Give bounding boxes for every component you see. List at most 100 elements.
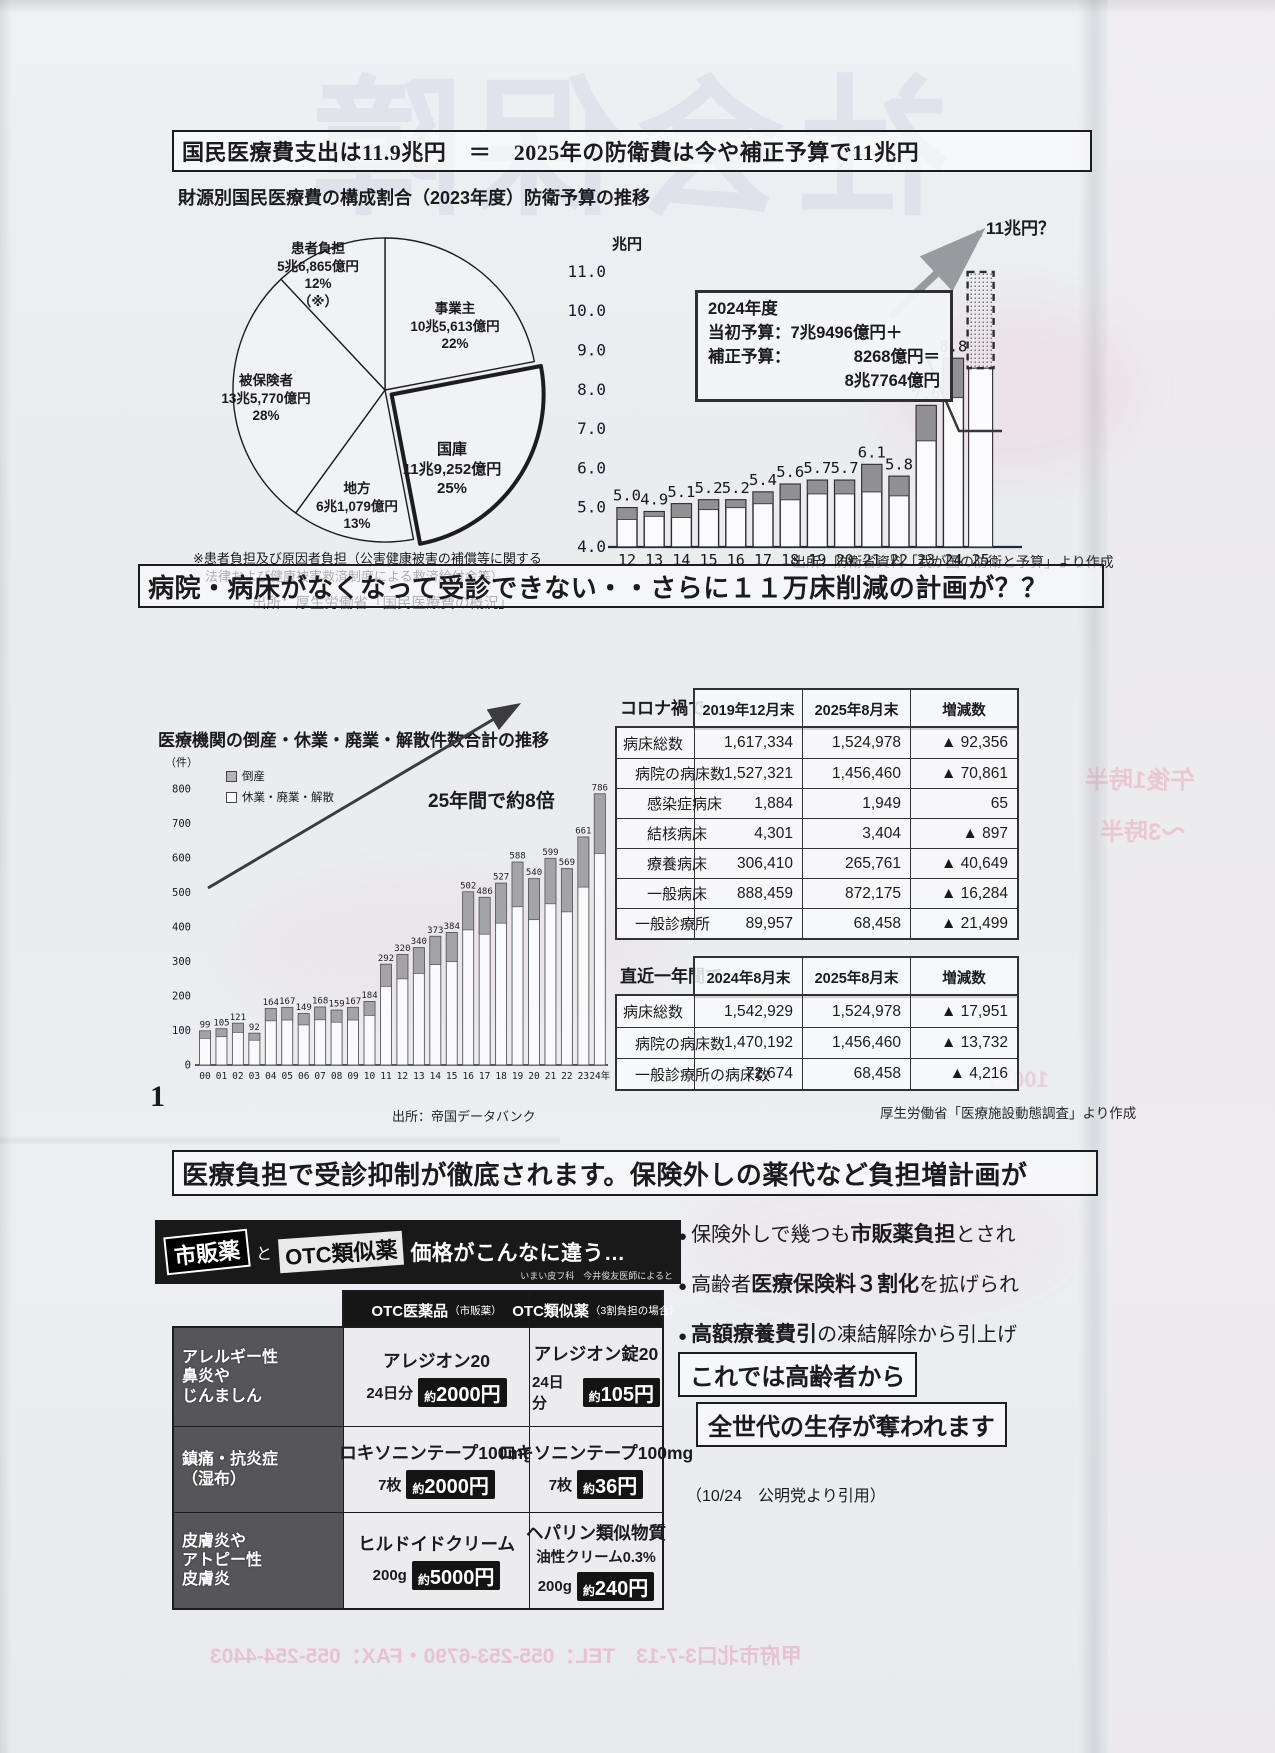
- bullet-icon: ●: [678, 1328, 688, 1345]
- table-cell: 888,459: [695, 878, 803, 908]
- y-tick-label: 10.0: [567, 301, 606, 320]
- x-tick-label: 09: [347, 1071, 359, 1082]
- otc-col1-title: OTC医薬品: [371, 1302, 449, 1320]
- otc-category-label: アレルギー性 鼻炎や じんましん: [174, 1328, 344, 1426]
- banner-conjunction: と: [256, 1246, 273, 1263]
- bankruptcy-legend: 倒産 休業・廃業・解散: [226, 768, 334, 810]
- headline-bed-reduction: 病院・病床がなくなって受診できない・・さらに１１万床削減の計画が？？: [138, 564, 1104, 608]
- y-tick-label: 7.0: [577, 419, 606, 438]
- bankruptcy-bar-tousan: [347, 1007, 359, 1021]
- projection-bar-lower: [968, 367, 994, 548]
- bullet-hokenryo: ● 高齢者医療保険料３割化を拡げられ: [678, 1268, 1019, 1298]
- scan-edge-shadow-top: [0, 0, 1275, 14]
- pie-slice-label: 国庫 11兆9,252億円 25%: [402, 441, 502, 497]
- y-tick-label: 6.0: [577, 458, 606, 477]
- x-tick-label: 17: [479, 1071, 490, 1082]
- table-cell: 1,527,321: [695, 758, 803, 788]
- defense-bar: [643, 510, 665, 548]
- bankruptcy-bar-tousan: [495, 882, 507, 924]
- paper-crease: [0, 1136, 560, 1145]
- bankruptcy-chart-unit: （件）: [165, 757, 198, 769]
- x-tick-label: 11: [380, 1071, 392, 1082]
- bullet-kogaku: ● 高額療養費引の凍結解除から引上げ: [678, 1318, 1017, 1348]
- defense-bar-supplement: [888, 475, 910, 497]
- row-label: 一般診療所: [617, 908, 710, 938]
- row-label: 一般病床: [617, 878, 707, 908]
- bullet-icon: ●: [678, 1228, 688, 1245]
- y-tick-label: 400: [172, 922, 191, 934]
- defense-bar-value: 5.0: [613, 487, 641, 505]
- row-label: 感染症病床: [617, 788, 722, 818]
- otc-price-cell: ロキソニンテープ100mg 7枚 約36円: [499, 1426, 693, 1512]
- defense-bar-supplement: [698, 499, 720, 511]
- bullet-text: 保険外しで幾つも市販薬負担とされ: [691, 1223, 1016, 1246]
- table-cell: ▲ 16,284: [911, 878, 1017, 908]
- y-tick-label: 9.0: [577, 341, 606, 360]
- y-tick-label: 11.0: [567, 262, 606, 281]
- defense-bar-value: 4.9: [640, 491, 668, 509]
- bankruptcy-bar-tousan: [561, 868, 573, 913]
- table-cell: 1,524,978: [803, 728, 911, 758]
- bankruptcy-annotation: 25年間で約8倍: [428, 791, 555, 812]
- column-header: 増減数: [942, 970, 986, 987]
- bankruptcy-bar-tousan: [281, 1007, 294, 1021]
- defense-bar-value: 5.8: [885, 455, 913, 473]
- pie-slice-1: [389, 364, 546, 546]
- table-cell: 68,458: [803, 1058, 911, 1089]
- table-cell: ▲ 897: [911, 818, 1017, 848]
- row-label: 病床総数: [617, 996, 695, 1027]
- pie-slice-2: [294, 389, 415, 543]
- bankruptcy-bar-value: 99: [200, 1020, 211, 1030]
- x-tick-label: 15: [446, 1071, 457, 1082]
- defense-bar-supplement: [806, 479, 828, 495]
- pie-footnote-line1: ※患者負担及び原因者負担（公害健康被害の補償等に関する: [193, 551, 542, 566]
- y-tick-label: 200: [172, 991, 191, 1003]
- legend-swatch-kyuhai: [226, 791, 237, 803]
- table-cell: 1,542,929: [695, 996, 803, 1027]
- row-label: 療養病床: [617, 848, 707, 878]
- x-tick-label: 10: [364, 1071, 376, 1082]
- statement-box-1: これでは高齢者から: [678, 1352, 918, 1397]
- defense-bar-value: 5.7: [831, 459, 859, 477]
- bankruptcy-bar-tousan: [297, 1013, 310, 1026]
- x-tick-label: 12: [397, 1071, 408, 1082]
- table-cell: 4,301: [695, 818, 803, 848]
- table-cell: 89,957: [695, 908, 803, 938]
- bankruptcy-bar-value: 527: [493, 873, 509, 883]
- table2-header: 2024年8月末 2025年8月末 増減数: [693, 956, 1019, 998]
- pie-slice-3: [232, 278, 386, 514]
- callout-line2: 当初予算：7兆9496億円＋: [708, 323, 903, 342]
- y-tick-label: 0: [185, 1060, 191, 1072]
- x-tick-label: 24年: [589, 1070, 610, 1082]
- table-cell: ▲ 21,499: [911, 908, 1017, 938]
- bankruptcy-bar-value: 340: [411, 937, 427, 947]
- otc-category-label: 皮膚炎や アトピー性 皮膚炎: [174, 1512, 344, 1608]
- callout-line3b: 8268億円＝: [853, 347, 940, 366]
- defense-bar-supplement: [643, 511, 665, 517]
- bankruptcy-bar-tousan: [577, 836, 590, 888]
- bleedthrough-text: 甲府市北口3-7-13 TEL：055-253-6790・FAX：055-254…: [210, 1645, 802, 1668]
- defense-bar-supplement: [834, 479, 856, 495]
- x-tick-label: 03: [249, 1071, 260, 1082]
- bankruptcy-bar-value: 292: [378, 954, 394, 964]
- table-cell: 1,470,192: [695, 1027, 803, 1058]
- defense-bar-value: 5.7: [803, 459, 831, 477]
- projection-bar-dashed: [966, 270, 995, 370]
- table-cell: 1,949: [803, 788, 911, 818]
- y-tick-label: 4.0: [577, 537, 606, 556]
- otc-col1-subtitle: （市販薬）: [449, 1304, 502, 1317]
- bankruptcy-bar-value: 149: [296, 1003, 312, 1013]
- bankruptcy-bar-value: 540: [526, 868, 542, 878]
- pie-slice-label: 被保険者 13兆5,770億円 28%: [221, 373, 311, 424]
- defense-bar-value: 5.1: [667, 483, 695, 501]
- x-tick-label: 01: [216, 1071, 228, 1082]
- bankruptcy-bar-tousan: [314, 1006, 326, 1021]
- table-cell: 1,524,978: [803, 996, 911, 1027]
- bed-tables-source: 厚生労働省「医療施設動態調査」より作成: [880, 1106, 1137, 1121]
- y-axis-unit: 兆円: [612, 236, 642, 253]
- statement-box-2: 全世代の生存が奪われます: [696, 1402, 1007, 1447]
- bullet-shihanyaku: ● 保険外しで幾つも市販薬負担とされ: [678, 1218, 1015, 1248]
- table1-header: 2019年12月末 2025年8月末 増減数: [693, 688, 1019, 730]
- defense-bar-value: 5.4: [749, 471, 777, 489]
- bankruptcy-bar-value: 159: [328, 1000, 344, 1010]
